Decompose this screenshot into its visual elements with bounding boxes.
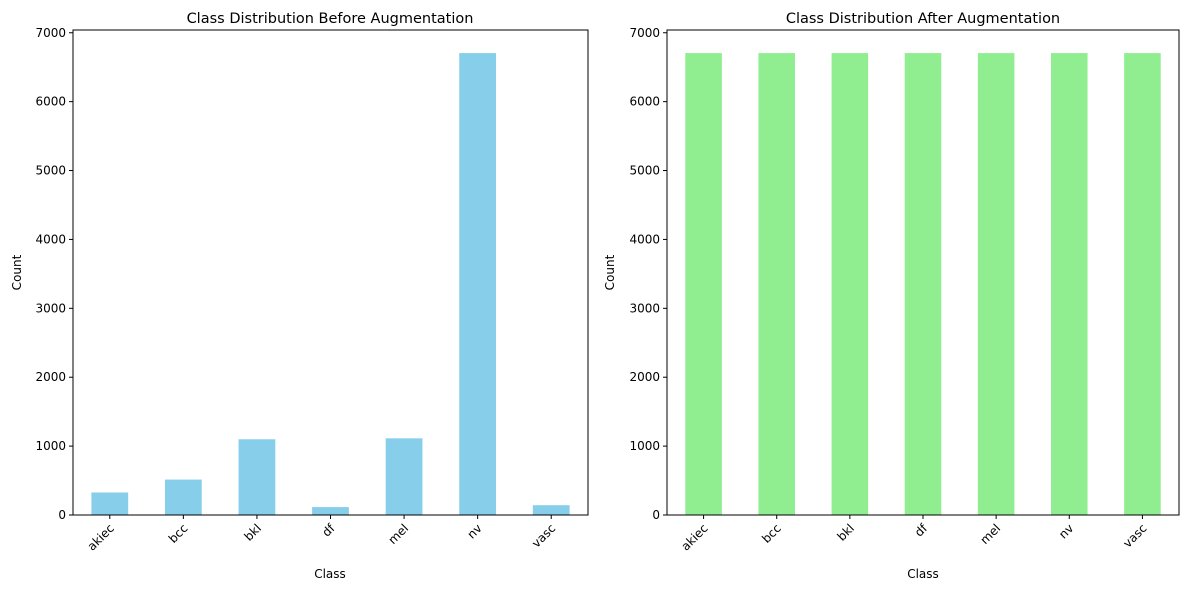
plot-frame: [666, 29, 1180, 516]
bar-vasc: [1124, 53, 1161, 516]
bar-series: [91, 53, 570, 516]
x-tick-label: akiec: [678, 521, 710, 553]
bar-mel: [977, 53, 1015, 516]
y-tick-label: 1000: [35, 439, 66, 453]
y-tick-label: 7000: [629, 26, 660, 40]
plot-frame: [72, 29, 589, 516]
bar-nv: [459, 53, 497, 516]
y-tick-label: 6000: [35, 95, 66, 109]
x-tick-label: df: [319, 521, 338, 540]
x-tick-label: akiec: [85, 521, 117, 553]
x-tick-label: mel: [978, 521, 1004, 547]
x-tick-label: bkl: [241, 521, 264, 544]
y-axis-label: Count: [603, 254, 617, 290]
y-tick-label: 3000: [629, 301, 660, 315]
x-tick-label: nv: [464, 521, 484, 541]
chart-title: Class Distribution Before Augmentation: [187, 11, 474, 27]
bar-mel: [385, 438, 423, 515]
bar-bkl: [831, 53, 869, 516]
y-tick-label: 2000: [629, 370, 660, 384]
y-tick-label: 7000: [35, 26, 66, 40]
bar-series: [685, 53, 1161, 516]
x-axis-label: Class: [314, 567, 346, 581]
y-tick-label: 6000: [629, 95, 660, 109]
y-tick-label: 0: [652, 508, 660, 522]
x-tick-label: bcc: [166, 521, 191, 546]
y-tick-label: 5000: [629, 164, 660, 178]
bar-nv: [1051, 53, 1088, 516]
x-tick-label: vasc: [1120, 521, 1149, 550]
bar-akiec: [91, 492, 129, 515]
x-tick-label: bcc: [759, 521, 784, 546]
x-axis-label: Class: [907, 567, 939, 581]
x-axis-ticks: akiec bcc bkl df mel nv vasc: [678, 515, 1150, 553]
y-tick-label: 5000: [35, 164, 66, 178]
y-tick-label: 0: [58, 508, 66, 522]
x-tick-label: vasc: [529, 521, 558, 550]
bar-df: [312, 507, 349, 515]
bar-bkl: [238, 439, 276, 515]
y-tick-label: 1000: [629, 439, 660, 453]
bar-bcc: [164, 479, 202, 515]
bar-bcc: [758, 53, 795, 516]
y-axis-label: Count: [10, 254, 24, 290]
y-axis-ticks: 0 1000 2000 3000 4000 5000 6000 7000: [35, 26, 73, 522]
chart-after-augmentation: Class Distribution After Augmentation 0 1…: [603, 11, 1180, 581]
y-axis-ticks: 0 1000 2000 3000 4000 5000 6000 7000: [629, 26, 667, 522]
y-tick-label: 4000: [35, 232, 66, 246]
y-tick-label: 4000: [629, 232, 660, 246]
bar-vasc: [532, 505, 570, 515]
x-tick-label: nv: [1056, 521, 1076, 541]
x-tick-label: df: [912, 521, 931, 540]
bar-akiec: [685, 53, 722, 516]
x-axis-ticks: akiec bcc bkl df mel nv vasc: [85, 515, 558, 553]
x-tick-label: mel: [385, 521, 411, 547]
y-tick-label: 2000: [35, 370, 66, 384]
y-tick-label: 3000: [35, 301, 66, 315]
chart-title: Class Distribution After Augmentation: [786, 11, 1060, 27]
bar-df: [904, 53, 942, 516]
chart-before-augmentation: Class Distribution Before Augmentation 0…: [10, 11, 589, 581]
x-tick-label: bkl: [834, 521, 857, 544]
